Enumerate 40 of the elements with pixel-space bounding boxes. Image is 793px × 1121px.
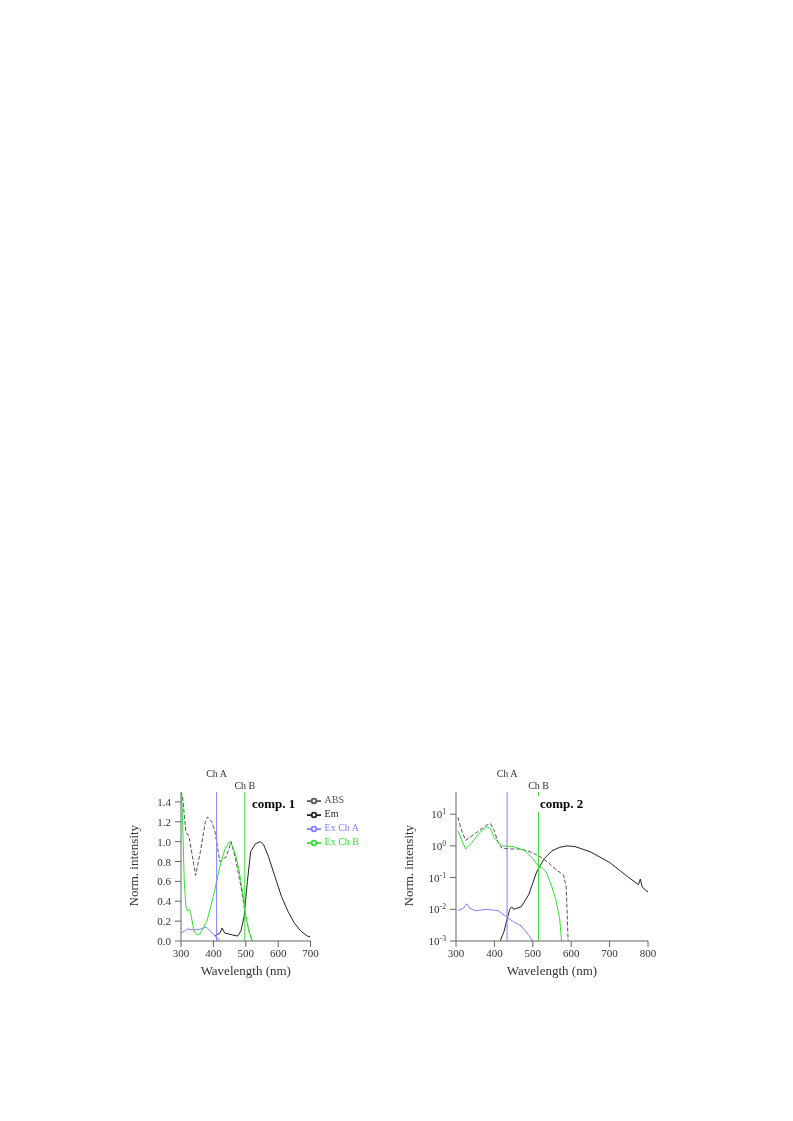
- legend-label: Em: [324, 808, 339, 820]
- y-tick-label: 1.4: [157, 795, 172, 808]
- y-tick-label: 0.8: [157, 855, 172, 868]
- ref-line-label: Ch B: [528, 780, 550, 791]
- x-tick-label: 500: [524, 946, 542, 959]
- x-tick-label: 600: [269, 946, 287, 959]
- y-tick-label: 0.6: [157, 875, 172, 888]
- y-tick-label: 10$^{0}$: [431, 838, 447, 852]
- y-tick-label: 1.2: [157, 815, 171, 828]
- x-tick-label: 400: [205, 946, 223, 959]
- chart-title: comp. 1: [250, 796, 298, 812]
- y-tick-label: 1.0: [157, 835, 172, 848]
- ref-line-label: Ch B: [234, 780, 256, 791]
- x-tick-label: 500: [237, 946, 255, 959]
- legend-label: ABS: [324, 794, 344, 806]
- line-series: [499, 845, 648, 941]
- x-tick-label: 700: [601, 946, 619, 959]
- y-tick-label: 0.2: [157, 915, 171, 928]
- y-tick-label: 10$^{-2}$: [428, 901, 447, 916]
- x-tick-label: 400: [486, 946, 504, 959]
- x-tick-label: 800: [639, 946, 657, 959]
- y-tick-label: 10$^{-3}$: [428, 933, 447, 947]
- legend-label: Ex Ch B: [324, 836, 359, 848]
- legend-label: Ex Ch A: [324, 822, 359, 834]
- y-tick-label: 10$^{-1}$: [428, 870, 447, 884]
- y-tick-label: 0.4: [157, 895, 172, 908]
- x-tick-label: 700: [302, 946, 320, 959]
- chart-title: comp. 2: [538, 796, 586, 812]
- ref-line-label: Ch A: [496, 768, 519, 779]
- y-tick-label: 10$^{1}$: [431, 806, 447, 821]
- y-axis-title: Norm. intensity: [400, 824, 416, 907]
- ref-line-label: Ch A: [206, 768, 228, 779]
- x-tick-label: 600: [562, 946, 580, 959]
- x-tick-label: 300: [172, 946, 190, 959]
- y-axis-title: Norm. intensity: [125, 824, 141, 907]
- x-tick-label: 300: [447, 946, 465, 959]
- x-axis-title: Wavelength (nm): [200, 963, 291, 978]
- x-axis-title: Wavelength (nm): [506, 963, 598, 978]
- line-series: [214, 841, 311, 938]
- y-tick-label: 0.0: [157, 935, 172, 947]
